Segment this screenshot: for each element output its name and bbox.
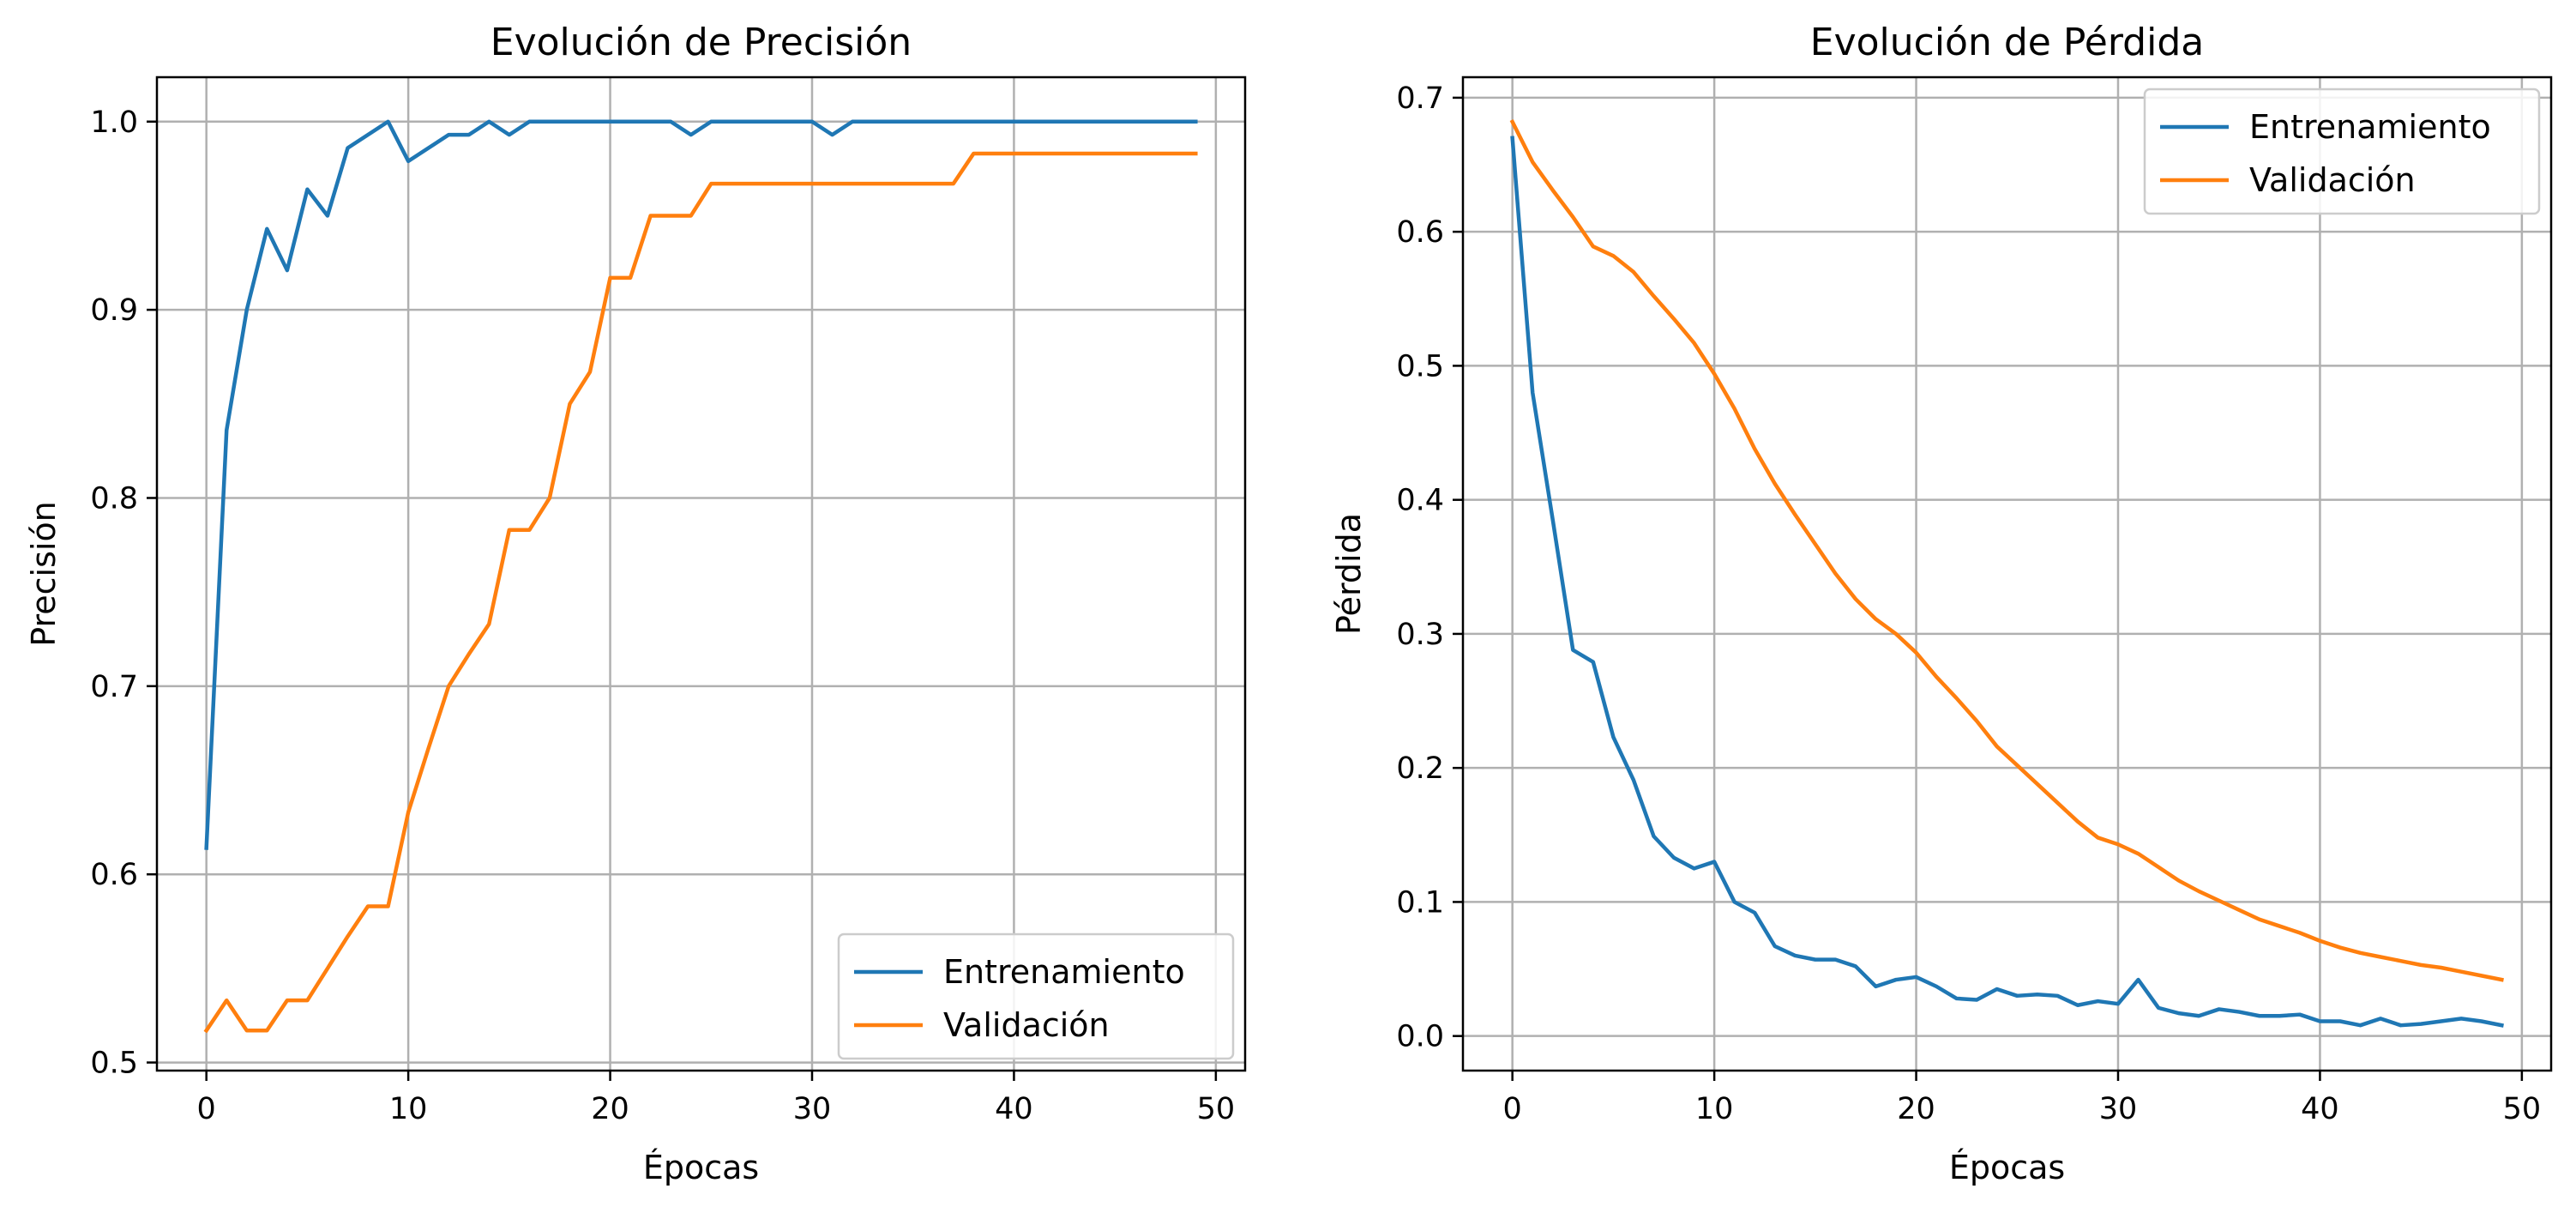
y-tick-label: 0.2 <box>1396 751 1444 786</box>
x-tick-label: 30 <box>2099 1092 2138 1126</box>
y-tick-label: 0.5 <box>90 1047 138 1081</box>
chart-title: Evolución de Precisión <box>491 21 912 64</box>
grid <box>157 77 1245 1071</box>
y-tick-label: 0.4 <box>1396 484 1444 518</box>
y-tick-label: 0.8 <box>90 481 138 516</box>
x-tick-label: 20 <box>591 1092 629 1126</box>
series-line <box>1509 119 2504 982</box>
y-tick-label: 0.9 <box>90 293 138 328</box>
legend-label: Entrenamiento <box>2249 108 2491 146</box>
axes-frame <box>1461 75 2553 1072</box>
legend: Entrenamiento Validación <box>837 932 1235 1060</box>
x-tick-label: 50 <box>1197 1092 1236 1126</box>
loss-chart-panel: Evolución de Pérdida Épocas Pérdida 0 10 2… <box>1330 21 2553 1186</box>
y-axis-label: Pérdida <box>1330 513 1368 635</box>
legend-box <box>837 932 1235 1060</box>
legend-label: Validación <box>2249 161 2416 199</box>
x-axis-label: Épocas <box>643 1149 759 1186</box>
series-line <box>1510 136 2504 1028</box>
y-tick-label: 0.7 <box>90 670 138 704</box>
x-axis-label: Épocas <box>1949 1149 2065 1186</box>
y-tick-label: 0.7 <box>1396 81 1444 116</box>
x-tick-label: 40 <box>995 1092 1033 1126</box>
y-axis-label: Precisión <box>25 501 63 647</box>
legend-label: Validación <box>943 1006 1110 1044</box>
y-tick-label: 0.0 <box>1396 1020 1444 1054</box>
x-tick-label: 50 <box>2503 1092 2542 1126</box>
legend-label: Entrenamiento <box>943 953 1185 991</box>
accuracy-chart-panel: Evolución de Precisión Épocas Precisión … <box>25 21 1247 1186</box>
series-line <box>203 151 1198 1034</box>
x-tick-label: 10 <box>389 1092 428 1126</box>
y-tick-label: 0.5 <box>1396 349 1444 383</box>
series-line <box>204 119 1198 850</box>
x-tick-label: 30 <box>793 1092 832 1126</box>
x-tick-label: 0 <box>1503 1092 1522 1126</box>
y-tick-label: 0.3 <box>1396 618 1444 652</box>
grid <box>1463 77 2551 1071</box>
x-tick-label: 10 <box>1695 1092 1734 1126</box>
y-tick-label: 1.0 <box>90 106 138 140</box>
y-tick-label: 0.6 <box>1396 215 1444 250</box>
legend-box <box>2143 88 2541 215</box>
x-tick-label: 0 <box>197 1092 216 1126</box>
legend: Entrenamiento Validación <box>2143 88 2541 215</box>
y-tick-label: 0.1 <box>1396 885 1444 920</box>
x-tick-label: 40 <box>2301 1092 2339 1126</box>
axes-frame <box>155 75 1247 1072</box>
x-tick-label: 20 <box>1897 1092 1935 1126</box>
y-tick-label: 0.6 <box>90 858 138 892</box>
chart-title: Evolución de Pérdida <box>1810 21 2204 64</box>
